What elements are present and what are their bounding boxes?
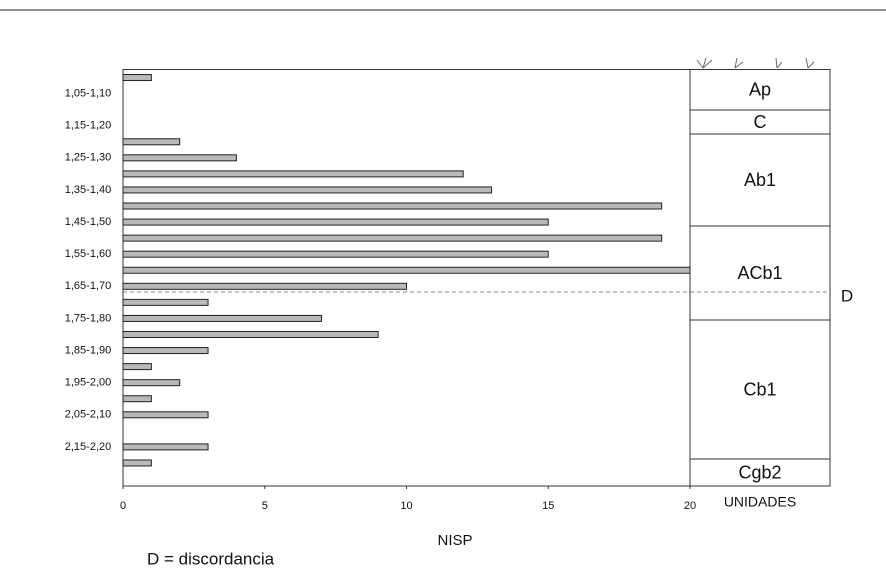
y-tick-label: 1,95-2,00	[65, 377, 111, 389]
bar	[123, 396, 151, 402]
y-tick-label: 1,15-1,20	[65, 120, 111, 132]
bar	[123, 235, 662, 241]
annotation: D = discordancia	[147, 549, 275, 568]
horizon-label: ACb1	[737, 263, 782, 283]
bar	[123, 219, 548, 225]
bar	[123, 155, 236, 161]
bar	[123, 315, 321, 321]
y-tick-label: 2,05-2,10	[65, 409, 111, 421]
bar	[123, 203, 662, 209]
horizon-label: Cgb2	[738, 462, 781, 482]
horizon-label: Ap	[749, 80, 771, 100]
horizon-label: Ab1	[744, 170, 776, 190]
x-tick-label: 20	[684, 500, 696, 512]
bar	[123, 460, 151, 466]
bar	[123, 171, 463, 177]
x-tick-label: 10	[400, 500, 412, 512]
bar	[123, 75, 151, 81]
bar	[123, 251, 548, 257]
x-axis-label: NISP	[437, 532, 472, 549]
bar	[123, 267, 690, 273]
bar	[123, 331, 378, 337]
y-tick-label: 1,35-1,40	[65, 184, 111, 196]
plant-icons	[697, 58, 814, 68]
y-tick-label: 2,15-2,20	[65, 441, 111, 453]
y-tick-label: 1,75-1,80	[65, 312, 111, 324]
bar	[123, 348, 208, 354]
chart: NISP D = discordancia UNIDADES D Ap C Ab1 A…	[0, 0, 886, 582]
x-tick-label: 5	[262, 500, 268, 512]
bar	[123, 380, 180, 386]
bar	[123, 412, 208, 418]
horizon-label: Cb1	[743, 379, 776, 399]
bar	[123, 364, 151, 370]
bar	[123, 139, 180, 145]
y-tick-label: 1,45-1,50	[65, 216, 111, 228]
horizon-label: C	[754, 112, 767, 132]
bar	[123, 444, 208, 450]
y-tick-label: 1,55-1,60	[65, 248, 111, 260]
y-tick-label: 1,25-1,30	[65, 152, 111, 164]
bar	[123, 187, 492, 193]
x-tick-label: 15	[542, 500, 554, 512]
y-tick-label: 1,65-1,70	[65, 280, 111, 292]
plot-frame	[123, 70, 690, 487]
bar	[123, 283, 407, 289]
x-tick-label: 0	[120, 500, 126, 512]
discordance-marker: D	[841, 286, 853, 305]
y-tick-label: 1,85-1,90	[65, 344, 111, 356]
y-tick-label: 1,05-1,10	[65, 87, 111, 99]
units-title: UNIDADES	[724, 494, 796, 510]
bar	[123, 299, 208, 305]
